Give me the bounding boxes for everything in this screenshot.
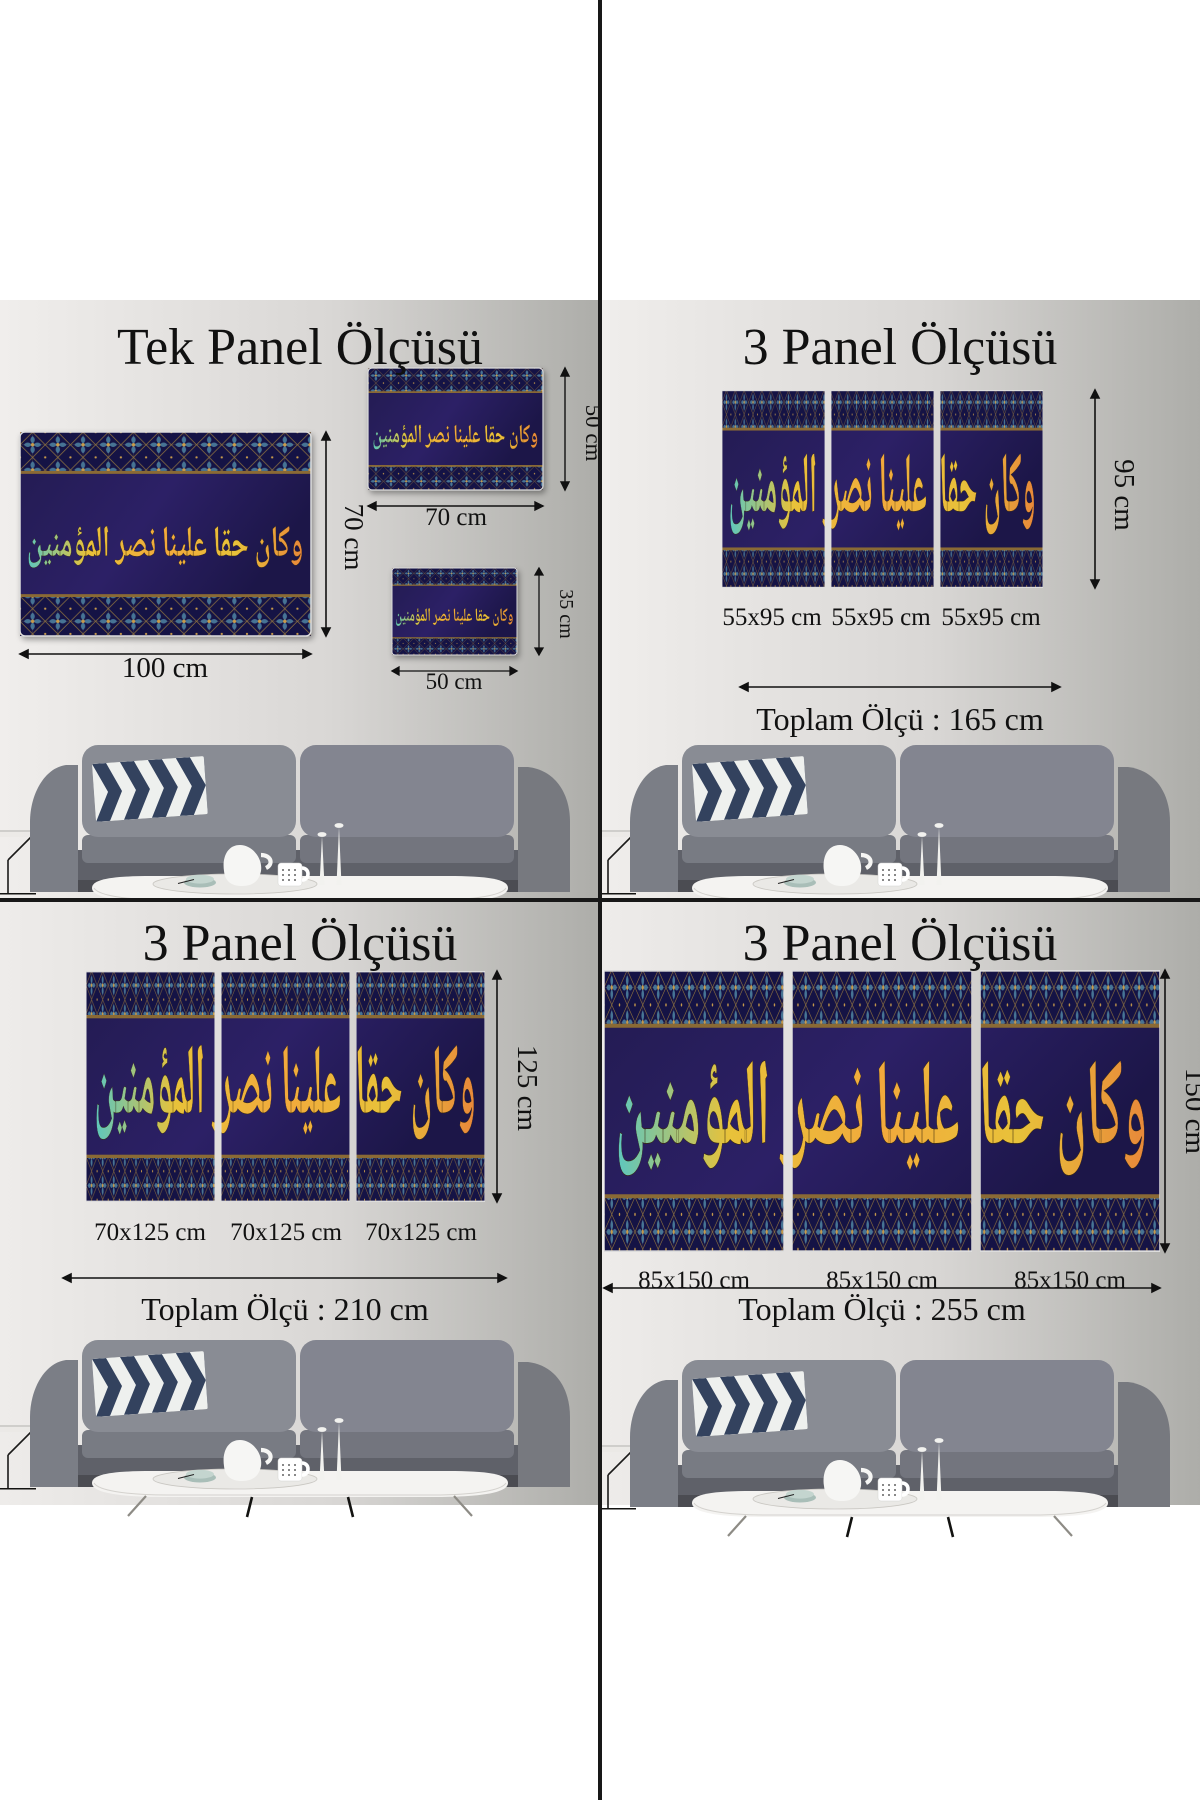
svg-text:85x150 cm: 85x150 cm bbox=[638, 1267, 750, 1294]
svg-text:100 cm: 100 cm bbox=[122, 652, 209, 684]
svg-text:35 cm: 35 cm bbox=[555, 589, 577, 639]
svg-text:55x95 cm: 55x95 cm bbox=[941, 604, 1041, 631]
svg-text:50 cm: 50 cm bbox=[426, 669, 483, 694]
svg-text:70 cm: 70 cm bbox=[425, 504, 487, 531]
svg-text:Toplam Ölçü : 255 cm: Toplam Ölçü : 255 cm bbox=[738, 1291, 1026, 1327]
svg-text:55x95 cm: 55x95 cm bbox=[722, 604, 822, 631]
svg-text:70x125 cm: 70x125 cm bbox=[94, 1219, 206, 1246]
svg-text:70 cm: 70 cm bbox=[339, 504, 369, 571]
svg-text:125 cm: 125 cm bbox=[511, 1045, 543, 1132]
svg-text:55x95 cm: 55x95 cm bbox=[831, 604, 931, 631]
svg-text:85x150 cm: 85x150 cm bbox=[826, 1267, 938, 1294]
svg-text:150 cm: 150 cm bbox=[1179, 1068, 1200, 1155]
svg-text:Toplam Ölçü : 210 cm: Toplam Ölçü : 210 cm bbox=[141, 1291, 429, 1327]
svg-text:70x125 cm: 70x125 cm bbox=[230, 1219, 342, 1246]
svg-text:70x125 cm: 70x125 cm bbox=[365, 1219, 477, 1246]
svg-text:95 cm: 95 cm bbox=[1108, 459, 1140, 531]
svg-text:85x150 cm: 85x150 cm bbox=[1014, 1267, 1126, 1294]
